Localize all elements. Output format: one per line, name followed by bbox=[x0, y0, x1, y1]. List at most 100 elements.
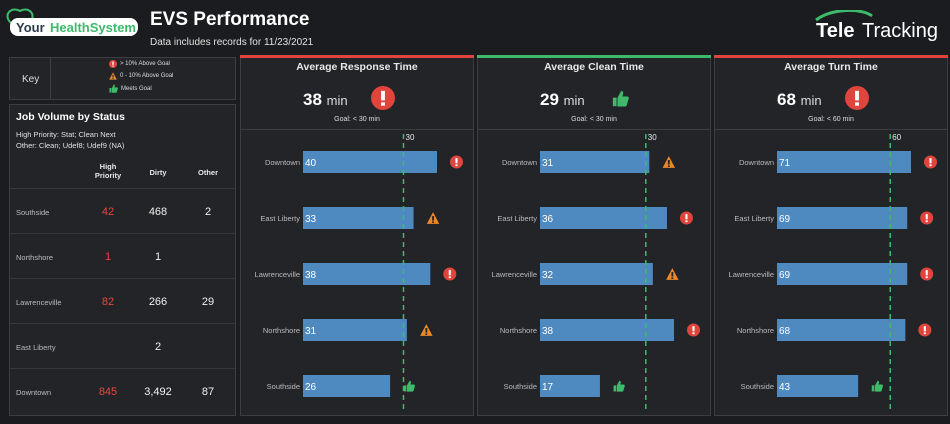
column-header-line: High bbox=[99, 162, 117, 171]
bar-chart: Downtown 31 East Liberty 36 Lawrenceville 32 N… bbox=[492, 133, 700, 413]
key-item-orange: 0 - 10% Above Goal bbox=[109, 72, 173, 80]
bar[interactable] bbox=[303, 151, 437, 173]
column-header-dirty: Dirty bbox=[149, 168, 167, 177]
table-row: Southside 42 468 2 bbox=[10, 188, 235, 233]
column-header-high-priority: High Priority bbox=[88, 162, 128, 180]
bar[interactable] bbox=[540, 151, 650, 173]
summary-status bbox=[612, 90, 629, 112]
warning-triangle-icon bbox=[109, 72, 117, 80]
bar-value-label: 36 bbox=[542, 214, 554, 225]
svg-text:HealthSystem: HealthSystem bbox=[50, 20, 136, 35]
bar-value-label: 31 bbox=[542, 158, 554, 169]
category-label: Lawrenceville bbox=[729, 270, 774, 279]
red-alert-icon bbox=[924, 155, 937, 169]
summary-value: 38 min bbox=[303, 90, 348, 110]
red-alert-icon bbox=[918, 323, 932, 337]
table-row: Downtown 845 3,492 87 bbox=[10, 368, 235, 413]
summary-unit: min bbox=[563, 93, 585, 108]
category-label: Southside bbox=[741, 382, 774, 391]
chart-panel: Average Clean Time 29 min Goal: < 30 min Do… bbox=[477, 55, 711, 416]
chart-divider bbox=[241, 129, 473, 130]
row-other: 29 bbox=[201, 296, 215, 308]
bar[interactable] bbox=[777, 263, 908, 285]
warning-triangle-icon bbox=[666, 268, 679, 280]
bar[interactable] bbox=[303, 207, 414, 229]
bar[interactable] bbox=[303, 263, 431, 285]
bar[interactable] bbox=[777, 207, 908, 229]
bar[interactable] bbox=[303, 375, 391, 397]
bar[interactable] bbox=[777, 375, 859, 397]
bar-value-label: 38 bbox=[305, 270, 317, 281]
bar[interactable] bbox=[540, 263, 653, 285]
red-alert-icon bbox=[679, 211, 693, 225]
svg-text:Your: Your bbox=[16, 20, 45, 35]
bar-value-label: 43 bbox=[779, 382, 791, 393]
bar[interactable] bbox=[777, 319, 906, 341]
bar-value-label: 32 bbox=[542, 270, 554, 281]
category-label: Southside bbox=[267, 382, 300, 391]
table-row: East Liberty 2 bbox=[10, 323, 235, 368]
summary-value: 68 min bbox=[777, 90, 822, 110]
category-label: East Liberty bbox=[260, 214, 300, 223]
bar-value-label: 26 bbox=[305, 382, 317, 393]
chart-panel: Average Response Time 38 min Goal: < 30 mi… bbox=[240, 55, 474, 416]
job-volume-title: Job Volume by Status bbox=[16, 111, 125, 123]
row-location: Northshore bbox=[16, 253, 54, 262]
bar[interactable] bbox=[777, 151, 911, 173]
summary-status bbox=[845, 86, 869, 115]
thumbs-up-icon bbox=[871, 380, 883, 392]
bar-value-label: 40 bbox=[305, 158, 317, 169]
bar[interactable] bbox=[540, 375, 600, 397]
svg-text:Tele: Tele bbox=[816, 20, 855, 42]
key-item-green: Meets Goal bbox=[109, 84, 152, 93]
row-dirty: 2 bbox=[154, 341, 162, 353]
key-item-label: 0 - 10% Above Goal bbox=[120, 73, 174, 79]
category-label: Downtown bbox=[739, 158, 774, 167]
summary-number: 68 bbox=[777, 90, 796, 109]
red-alert-icon bbox=[109, 60, 117, 68]
category-label: East Liberty bbox=[734, 214, 774, 223]
goal-text: Goal: < 60 min bbox=[808, 116, 854, 123]
warning-triangle-icon bbox=[426, 212, 440, 224]
goal-tick-label: 30 bbox=[406, 133, 415, 142]
teletracking-logo: Tele Tracking bbox=[815, 10, 938, 42]
column-header-other: Other bbox=[197, 168, 218, 177]
bar-value-label: 17 bbox=[542, 382, 554, 393]
bar-value-label: 69 bbox=[779, 214, 791, 225]
row-high-priority: 1 bbox=[104, 251, 112, 263]
summary-row: 29 min bbox=[478, 83, 710, 113]
bar-value-label: 33 bbox=[305, 214, 317, 225]
chart-status-bar bbox=[714, 55, 948, 58]
category-label: Downtown bbox=[265, 158, 300, 167]
job-volume-note-other: Other: Clean; Udef8; Udef9 (NA) bbox=[16, 141, 125, 150]
chart-divider bbox=[478, 129, 710, 130]
red-alert-icon bbox=[845, 86, 869, 110]
category-label: Northshore bbox=[500, 326, 537, 335]
key-label: Key bbox=[22, 74, 40, 85]
chart-status-bar bbox=[240, 55, 474, 58]
table-row: Lawrenceville 82 266 29 bbox=[10, 278, 235, 323]
summary-value: 29 min bbox=[540, 90, 585, 110]
summary-row: 68 min bbox=[715, 83, 947, 113]
row-dirty: 468 bbox=[148, 206, 168, 218]
chart-divider bbox=[715, 129, 947, 130]
row-other: 2 bbox=[204, 206, 212, 218]
bar-chart: Downtown 40 East Liberty 33 Lawrenceville 38 N… bbox=[255, 133, 463, 413]
bar-value-label: 69 bbox=[779, 270, 791, 281]
bar[interactable] bbox=[540, 207, 667, 229]
bar-chart: Downtown 71 East Liberty 69 Lawrenceville 69 N… bbox=[729, 133, 937, 413]
chart-title: Average Turn Time bbox=[784, 61, 878, 73]
row-location: Lawrenceville bbox=[16, 298, 62, 307]
chart-panel: Average Turn Time 68 min Goal: < 60 min Dow… bbox=[714, 55, 948, 416]
summary-unit: min bbox=[800, 93, 822, 108]
bar[interactable] bbox=[540, 319, 674, 341]
key-divider bbox=[50, 58, 51, 99]
row-high-priority: 845 bbox=[98, 386, 118, 398]
bar[interactable] bbox=[303, 319, 407, 341]
row-location: East Liberty bbox=[16, 343, 56, 352]
red-alert-icon bbox=[450, 155, 463, 169]
svg-text:Tracking: Tracking bbox=[862, 20, 938, 42]
table-row: Northshore 1 1 bbox=[10, 233, 235, 278]
goal-tick-label: 30 bbox=[648, 133, 657, 142]
row-location: Southside bbox=[16, 208, 50, 217]
